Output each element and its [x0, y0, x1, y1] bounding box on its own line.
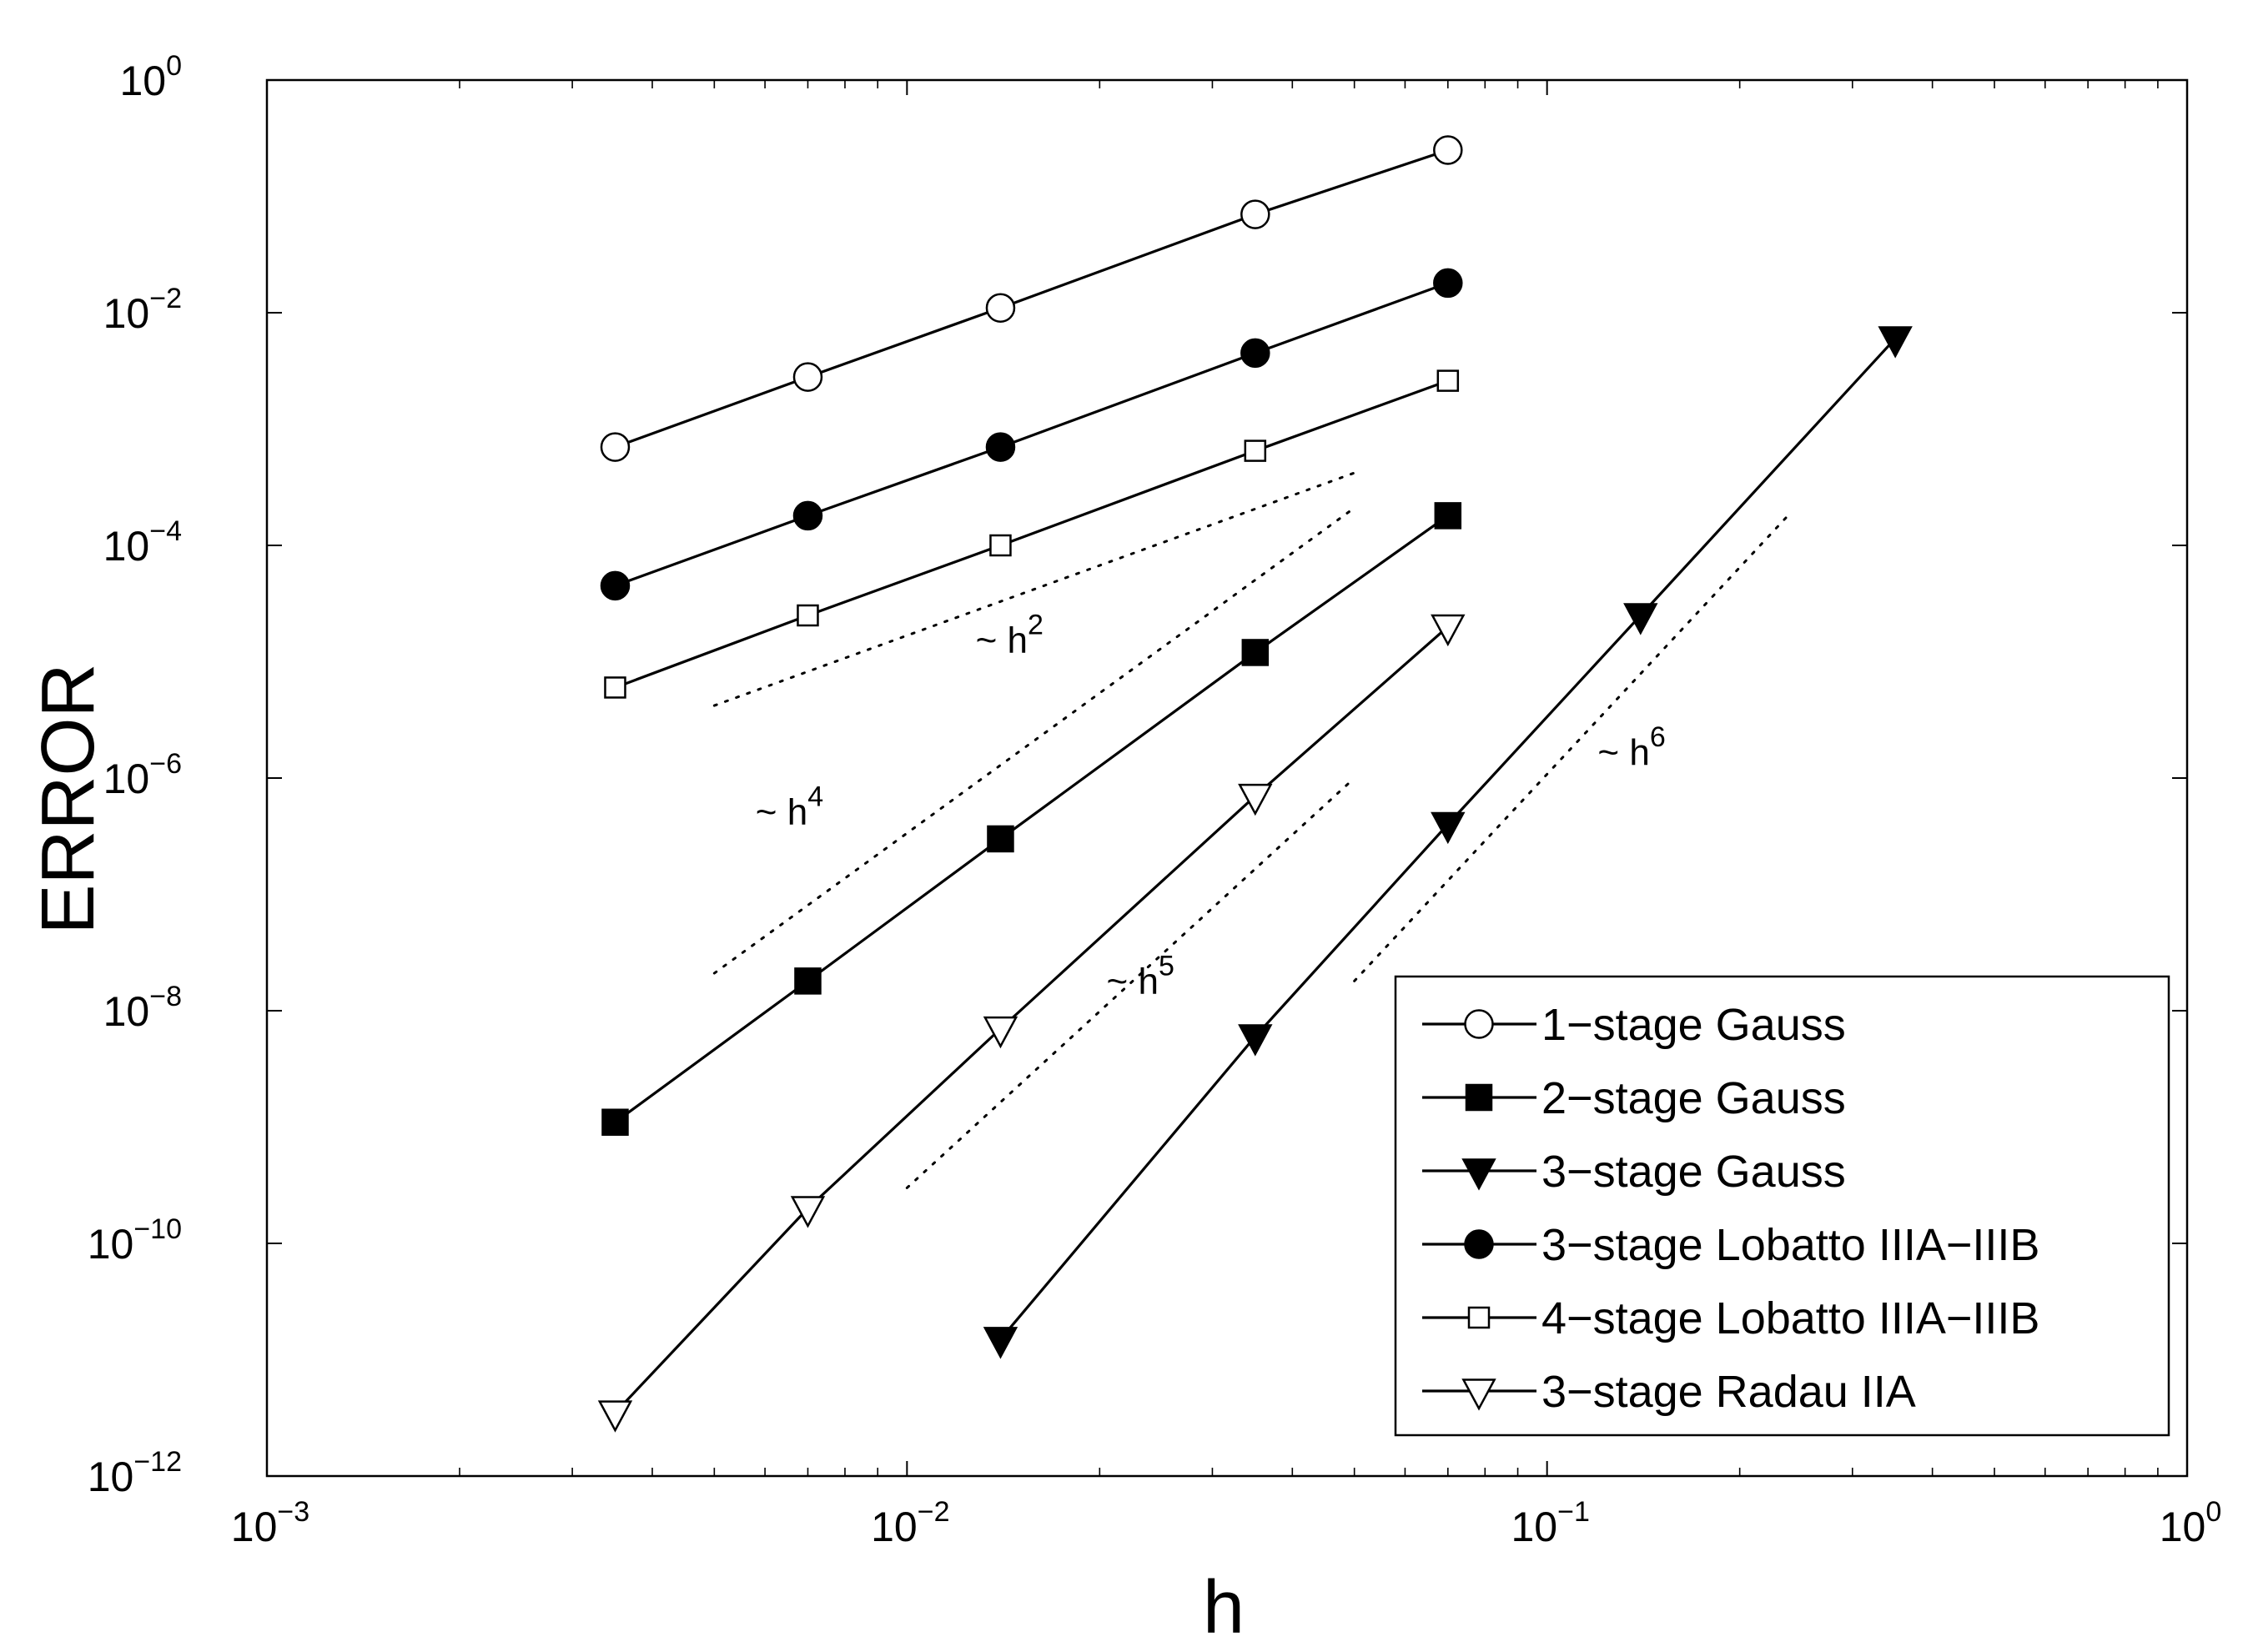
legend-entry: 1−stage Gauss [1422, 1000, 1846, 1050]
data-point [985, 293, 1016, 323]
data-point [1461, 1158, 1496, 1191]
series-3-stage-lobatto-iiia-iiib [600, 268, 1463, 601]
series-4-stage-lobatto-iiia-iiib [604, 369, 1460, 699]
data-point [1464, 1229, 1494, 1259]
x-tick-label: 10−1 [1511, 1496, 1589, 1550]
legend-label: 2−stage Gauss [1541, 1073, 1846, 1123]
data-point [985, 432, 1016, 462]
legend-label: 1−stage Gauss [1541, 1000, 1846, 1050]
legend-entry: 2−stage Gauss [1422, 1073, 1846, 1123]
y-tick-label: 10−10 [88, 1213, 182, 1268]
data-point [794, 967, 822, 995]
data-point [1623, 603, 1658, 635]
data-point [1431, 811, 1466, 845]
series-2-stage-gauss [601, 502, 1462, 1136]
reference-slope-line [712, 471, 1356, 707]
y-axis-label: ERROR [27, 663, 110, 934]
data-point [790, 1196, 826, 1228]
x-axis-label: h [1203, 1566, 1245, 1649]
y-tick-label: 10−4 [103, 515, 182, 570]
legend-entry: 3−stage Radau IIA [1422, 1367, 1916, 1417]
data-point [1461, 1378, 1496, 1411]
data-point [1465, 1083, 1493, 1112]
data-point [792, 500, 823, 531]
data-point [1467, 1306, 1491, 1329]
data-point [600, 570, 631, 601]
data-point [1240, 338, 1270, 369]
data-point [987, 825, 1014, 853]
legend-entry: 3−stage Gauss [1422, 1147, 1846, 1197]
data-point [1433, 135, 1463, 165]
reference-slope-line [905, 776, 1356, 1189]
reference-lines [712, 471, 1792, 1189]
x-tick-label: 10−3 [231, 1496, 309, 1550]
slope-annotation: ~ h5 [1107, 951, 1174, 1002]
data-point [983, 1327, 1018, 1359]
y-tick-label: 10−6 [103, 748, 182, 802]
slope-annotation: ~ h6 [1597, 721, 1665, 773]
annotations: ~ h2 ~ h4 ~ h5 ~ h6 [756, 609, 1666, 1002]
data-point [1238, 1024, 1273, 1057]
y-tick-label: 100 [119, 50, 182, 104]
legend-label: 3−stage Gauss [1541, 1147, 1846, 1197]
data-point [1436, 369, 1460, 392]
data-point [1244, 439, 1267, 462]
reference-slope-line [1353, 511, 1792, 982]
legend-label: 3−stage Radau IIA [1541, 1367, 1916, 1417]
data-point [792, 362, 823, 392]
legend-entry: 4−stage Lobatto IIIA−IIIB [1422, 1293, 2039, 1343]
data-point [600, 432, 631, 462]
data-point [797, 604, 819, 627]
x-tick-label: 100 [2160, 1496, 2222, 1550]
y-tick-label: 10−8 [103, 981, 182, 1035]
series-1-stage-gauss [600, 135, 1463, 462]
data-point [601, 1108, 629, 1136]
series-3-stage-radau-iia [597, 614, 1466, 1433]
data-point [989, 534, 1012, 557]
data-point [983, 1016, 1018, 1049]
legend-box [1394, 975, 2170, 1437]
data-point [1238, 783, 1273, 816]
data-point [1431, 614, 1466, 647]
axis-ticks: 10−3 10−2 10−1 100 100 10−2 10−4 10−6 10−8 10−10 1… [88, 50, 2222, 1550]
data-point [1878, 326, 1913, 359]
reference-slope-line [712, 506, 1356, 975]
data-point [1433, 268, 1463, 299]
legend: 1−stage Gauss 2−stage Gauss 3−stage Gauss 3… [1394, 975, 2170, 1437]
x-tick-label: 10−2 [871, 1496, 949, 1550]
data-point [1241, 639, 1270, 666]
series-3-stage-gauss [983, 326, 1913, 1359]
y-tick-label: 10−12 [88, 1446, 182, 1500]
legend-label: 3−stage Lobatto IIIA−IIIB [1541, 1220, 2039, 1270]
y-tick-label: 10−2 [103, 283, 182, 337]
slope-annotation: ~ h4 [756, 781, 823, 833]
legend-label: 4−stage Lobatto IIIA−IIIB [1541, 1293, 2039, 1343]
data-point [1434, 502, 1462, 530]
series-layer [597, 135, 1913, 1433]
data-point [1240, 199, 1270, 229]
slope-annotation: ~ h2 [976, 609, 1044, 660]
data-point [597, 1400, 633, 1433]
legend-entry: 3−stage Lobatto IIIA−IIIB [1422, 1220, 2039, 1270]
data-point [1464, 1009, 1494, 1039]
data-point [604, 676, 626, 699]
